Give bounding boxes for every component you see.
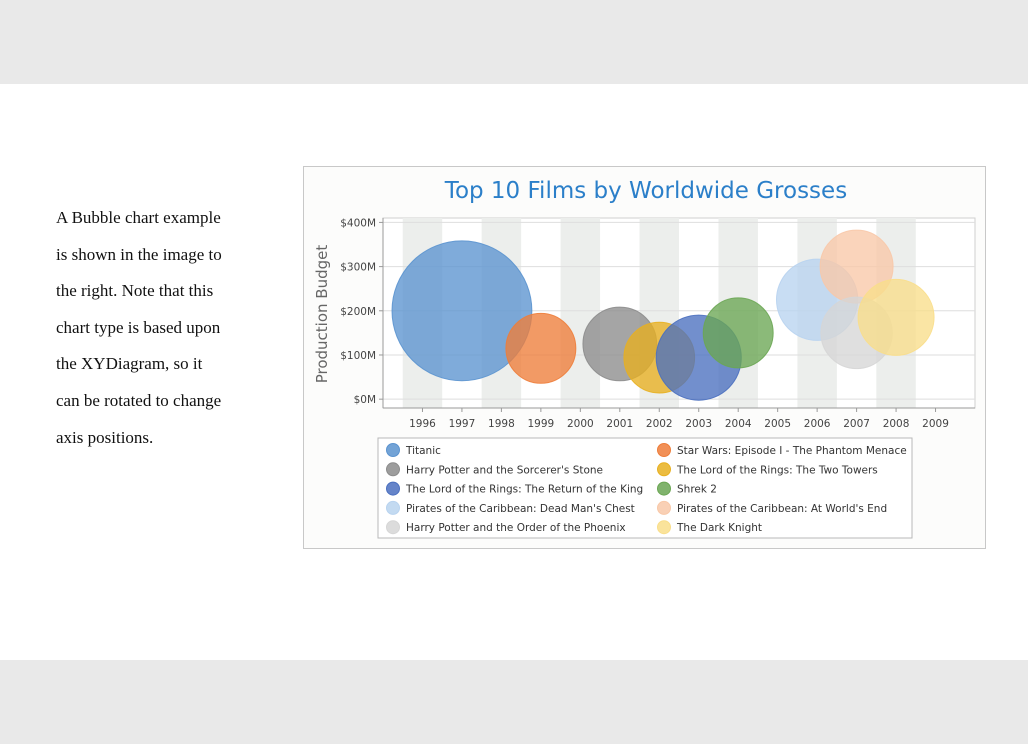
x-tick-label: 1996 [409,418,436,430]
y-tick-label: $100M [340,350,376,362]
legend-box [377,437,913,539]
x-tick-label: 2006 [804,418,831,430]
y-tick-label: $0M [354,394,376,406]
bubble-1 [505,312,577,384]
paragraph-line: A Bubble chart example [56,208,221,227]
legend-marker [386,462,400,477]
x-tick-label: 2003 [685,418,712,430]
legend-label: Star Wars: Episode I - The Phantom Menac… [677,445,907,457]
x-tick-label: 2002 [646,418,673,430]
legend-marker [386,500,400,515]
legend-label: Shrek 2 [677,484,717,496]
x-tick-label: 1997 [449,418,476,430]
legend-marker [386,443,400,457]
legend-marker [657,520,671,535]
x-tick-label: 2005 [764,418,791,430]
paragraph-line: can be rotated to change [56,390,222,410]
x-tick-label: 2000 [567,418,594,430]
legend-marker [657,481,671,496]
x-band [560,218,601,408]
bubble-5 [702,297,774,369]
y-axis-label: Production Budget [313,245,331,384]
y-tick-label: $300M [340,262,376,274]
legend-marker [657,462,671,477]
legend-label: Harry Potter and the Order of the Phoeni… [406,522,626,534]
legend-label: Pirates of the Caribbean: At World's End [677,503,887,515]
legend-label: The Lord of the Rings: The Return of the… [405,484,643,496]
x-tick-label: 2009 [922,418,949,430]
bubble-0 [391,240,533,382]
legend-marker [386,520,400,535]
paragraph-line: chart type is based upon [56,317,221,337]
paragraph-line: axis positions. [56,427,154,447]
legend-label: Harry Potter and the Sorcerer's Stone [406,464,603,476]
x-tick-label: 1999 [527,418,554,430]
legend-marker [657,500,671,515]
bubble-9 [857,278,935,356]
legend-marker [386,481,400,496]
x-tick-label: 2004 [725,418,752,430]
y-tick-label: $400M [340,217,376,229]
body-paragraph: A Bubble chart example is shown in the i… [56,200,256,456]
y-tick-label: $200M [340,306,376,318]
x-tick-label: 2001 [606,418,633,430]
legend-marker [657,443,671,457]
paragraph-line: is shown in the image to [56,244,222,264]
paragraph-line: the XYDiagram, so it [56,354,203,374]
document-page: A Bubble chart example is shown in the i… [0,84,1028,660]
chart-title: Top 10 Films by Worldwide Grosses [444,178,847,204]
legend-label: Titanic [405,445,441,457]
legend-label: The Dark Knight [676,522,762,534]
legend-label: The Lord of the Rings: The Two Towers [676,464,878,476]
bubble-chart: Top 10 Films by Worldwide Grosses Produc… [313,178,976,539]
paragraph-line: the right. Note that this [56,281,214,301]
bubble-chart-figure: Top 10 Films by Worldwide Grosses Produc… [303,166,986,549]
legend-label: Pirates of the Caribbean: Dead Man's Che… [406,503,635,515]
x-tick-label: 2008 [883,418,910,430]
x-tick-label: 1998 [488,418,515,430]
x-tick-label: 2007 [843,418,870,430]
